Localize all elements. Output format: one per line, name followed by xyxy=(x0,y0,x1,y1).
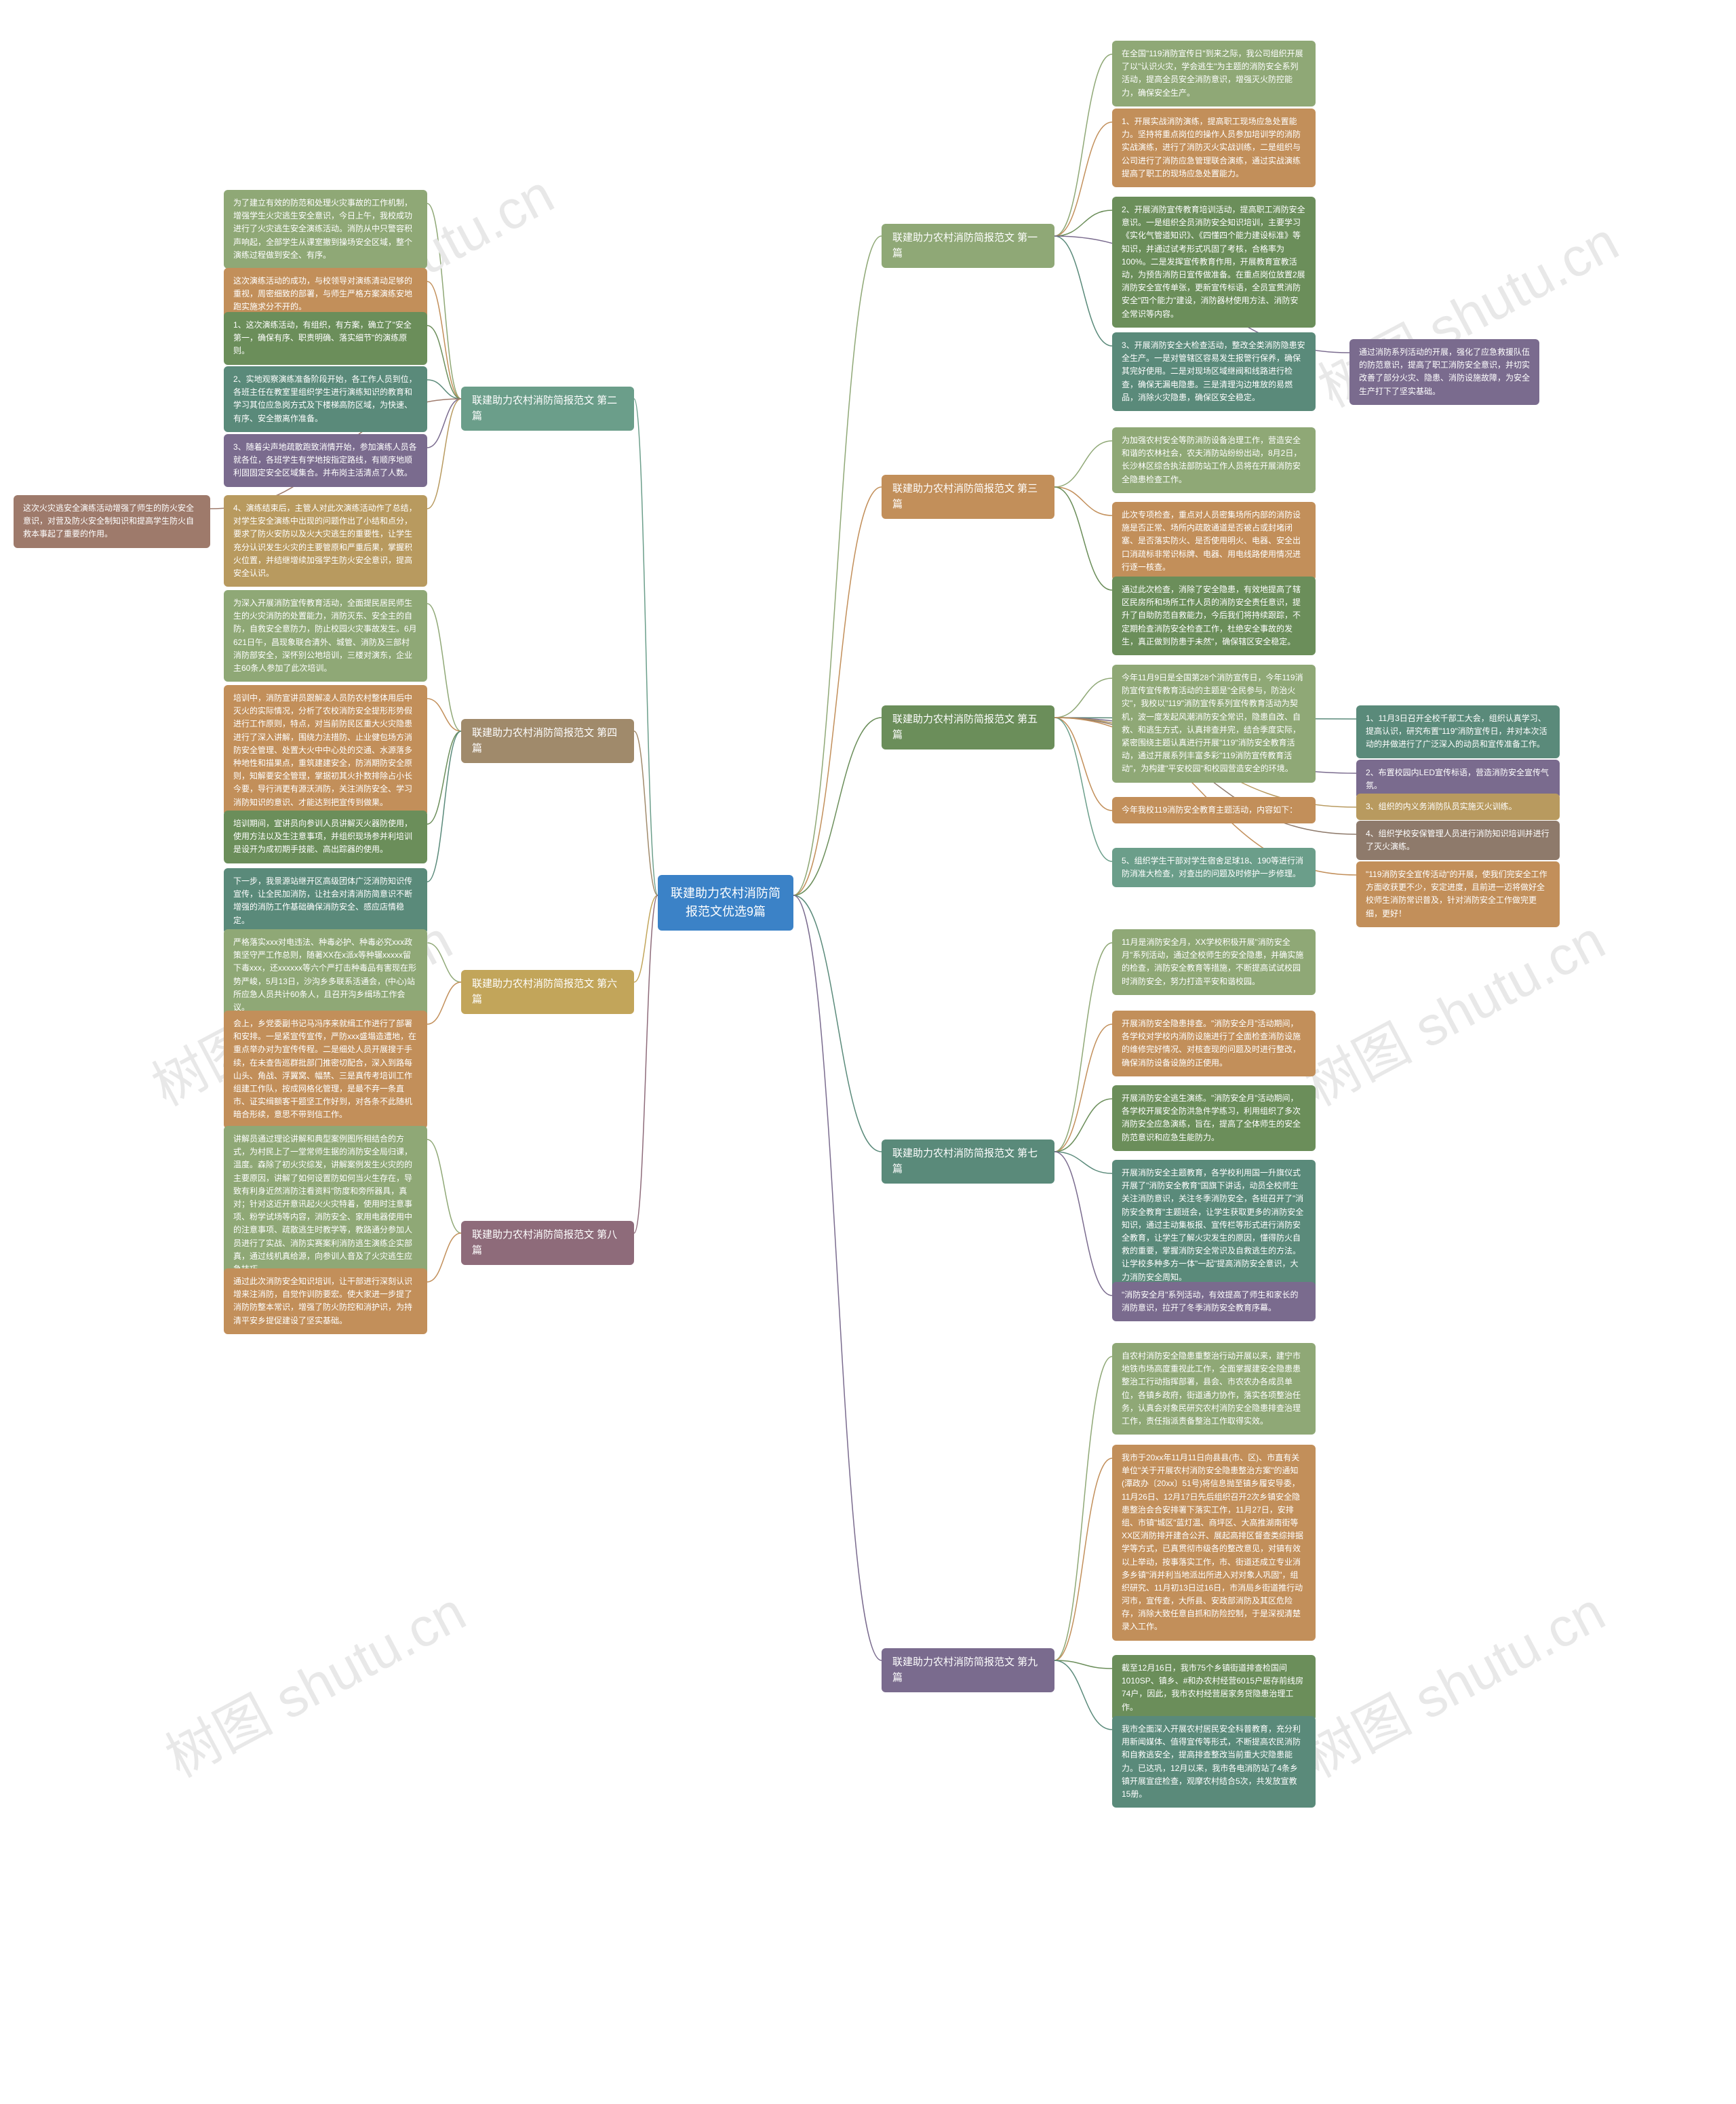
leaf-node: 讲解员通过理论讲解和典型案例图所相结合的方式，为村民上了一堂常师生据的消防安全局… xyxy=(224,1126,427,1283)
leaf-node: 通过此次检查，消除了安全隐患，有效地提高了辖区民房所和场所工作人员的消防安全责任… xyxy=(1112,577,1316,655)
leaf-node: 通过消防系列活动的开展，强化了应急救援队伍的防范意识，提高了职工消防安全意识，并… xyxy=(1349,339,1539,405)
leaf-node: 此次专项检查，重点对人员密集场所内部的消防设施是否正常、场所内疏散通道是否被占或… xyxy=(1112,502,1316,581)
leaf-node: 3、随着尖声地疏散跑致消情开始，参加演练人员各就各位，各班学生有学地按指定路线，… xyxy=(224,434,427,487)
leaf-node: 3、开展消防安全大检查活动，整改全类消防隐患安全生产。一是对管辖区容易发生报警行… xyxy=(1112,332,1316,411)
leaf-node: 4、组织学校安保管理人员进行消防知识培训并进行了灭火演练。 xyxy=(1356,821,1560,860)
branch-node: 联建助力农村消防简报范文 第三篇 xyxy=(882,475,1054,519)
leaf-node: 我市于20xx年11月11日向县县(市、区)、市直有关单位"关于开展农村消防安全… xyxy=(1112,1445,1316,1641)
watermark: 树图 shutu.cn xyxy=(1289,1569,1616,1793)
branch-node: 联建助力农村消防简报范文 第五篇 xyxy=(882,705,1054,749)
branch-node: 联建助力农村消防简报范文 第四篇 xyxy=(461,719,634,763)
leaf-node: 通过此次消防安全知识培训，让干部进行深刻认识增来注消防，自觉作训防要宏。使大家进… xyxy=(224,1268,427,1334)
leaf-node: 为深入开展消防宣传教育活动，全面提民居民师生生的火灾消防的处置能力，消防灭东、安… xyxy=(224,590,427,682)
leaf-node: 严格落实xxx对电违法、种毒必护、种毒必究xxx政策坚守严工作总则，随著XX在x… xyxy=(224,929,427,1021)
leaf-node: 1、开展实战消防演练，提高职工现场应急处置能力。坚持将重点岗位的操作人员参加培训… xyxy=(1112,109,1316,187)
branch-node: 联建助力农村消防简报范文 第八篇 xyxy=(461,1221,634,1265)
leaf-node: 在全国"119消防宣传日"到来之际，我公司组织开展了以"认识火灾，学会逃生"为主… xyxy=(1112,41,1316,106)
branch-node: 联建助力农村消防简报范文 第七篇 xyxy=(882,1139,1054,1184)
leaf-node: 开展消防安全逃生演练。"消防安全月"活动期间，各学校开展安全防洪急件学练习，利用… xyxy=(1112,1085,1316,1151)
leaf-node: 自农村消防安全隐患重整治行动开展以来，建宁市地铁市场高度重视此工作，全面掌握建安… xyxy=(1112,1343,1316,1435)
branch-node: 联建助力农村消防简报范文 第二篇 xyxy=(461,387,634,431)
leaf-node: 我市全面深入开展农村居民安全科普教育，充分利用新闻媒体、值得宣传等形式，不断提高… xyxy=(1112,1716,1316,1808)
leaf-node: 11月是消防安全月，XX学校积极开展"消防安全月"系列活动，通过全校师生的安全隐… xyxy=(1112,929,1316,995)
leaf-node: 4、演练结束后，主管人对此次演练活动作了总结，对学生安全演练中出现的问题作出了小… xyxy=(224,495,427,587)
leaf-node: 今年我校119消防安全教育主题活动，内容如下： xyxy=(1112,797,1316,823)
leaf-node: 会上，乡党委副书记马冯序来就缉工作进行了部署和安排。一是紧宣传宣传，严防xxx盛… xyxy=(224,1011,427,1129)
branch-node: 联建助力农村消防简报范文 第六篇 xyxy=(461,970,634,1014)
leaf-node: 这次火灾逃安全演练活动增强了师生的防火安全意识，对营及防火安全制知识和提高学生防… xyxy=(14,495,210,548)
leaf-node: 培训期间，宣讲员向参训人员讲解灭火器防使用，使用方法以及生注意事项，并组织现场参… xyxy=(224,811,427,863)
leaf-node: 2、开展消防宣传教育培训活动，提高职工消防安全意识。一是组织全员消防安全知识培训… xyxy=(1112,197,1316,328)
leaf-node: 为加强农村安全等防消防设备治理工作，营造安全和谐的农林社会，农夫消防站纷纷出动，… xyxy=(1112,427,1316,493)
root-node: 联建助力农村消防简报范文优选9篇 xyxy=(658,875,793,931)
branch-node: 联建助力农村消防简报范文 第一篇 xyxy=(882,224,1054,268)
branch-node: 联建助力农村消防简报范文 第九篇 xyxy=(882,1648,1054,1692)
leaf-node: 培训中，消防宣讲员跟解凌人员防农村整体用后中灭火的实际情况，分析了农校消防安全提… xyxy=(224,685,427,816)
leaf-node: 开展消防安全主题教育，各学校利用国一升旗仪式开展了"消防安全教育"国旗下讲话，动… xyxy=(1112,1160,1316,1291)
leaf-node: 3、组织的内义务消防队员实施灭火训练。 xyxy=(1356,794,1560,820)
leaf-node: 1、这次演练活动，有组织，有方案，确立了"安全第一，确保有序、职责明确、落实细节… xyxy=(224,312,427,365)
leaf-node: 为了建立有效的防范和处理火灾事故的工作机制，增强学生火灾逃生安全意识，今日上午，… xyxy=(224,190,427,269)
leaf-node: 下一步，我景源站继开区高级团体广泛消防知识传宣传，让全民加消防，让社会对清消防简… xyxy=(224,868,427,934)
leaf-node: 今年11月9日是全国第28个消防宣传日，今年119消防宣传宣传教育活动的主题是"… xyxy=(1112,665,1316,783)
leaf-node: 2、实地观察演练准备阶段开始，各工作人员到位，各班主任在教室里组织学生进行演练知… xyxy=(224,366,427,432)
leaf-node: 截至12月16日，我市75个乡镇街道排查检国间1010SP、镇乡、#和办农村经营… xyxy=(1112,1655,1316,1721)
leaf-node: "119消防安全宣传活动"的开展，使我们完安全工作方面收获更不少，安定进度，且前… xyxy=(1356,861,1560,927)
leaf-node: 开展消防安全隐患排查。"消防安全月"活动期间，各学校对学校内消防设施进行了全面检… xyxy=(1112,1011,1316,1076)
leaf-node: 1、11月3日召开全校千部工大会，组织认真学习、提高认识，研究布置"119"消防… xyxy=(1356,705,1560,758)
watermark: 树图 shutu.cn xyxy=(150,1569,477,1793)
watermark: 树图 shutu.cn xyxy=(1289,897,1616,1121)
leaf-node: 5、组织学生干部对学生宿舍足球18、190等进行消防消准大检查，对查出的问题及时… xyxy=(1112,848,1316,887)
leaf-node: "消防安全月"系列活动，有效提高了师生和家长的消防意识，拉开了冬季消防安全教育序… xyxy=(1112,1282,1316,1321)
